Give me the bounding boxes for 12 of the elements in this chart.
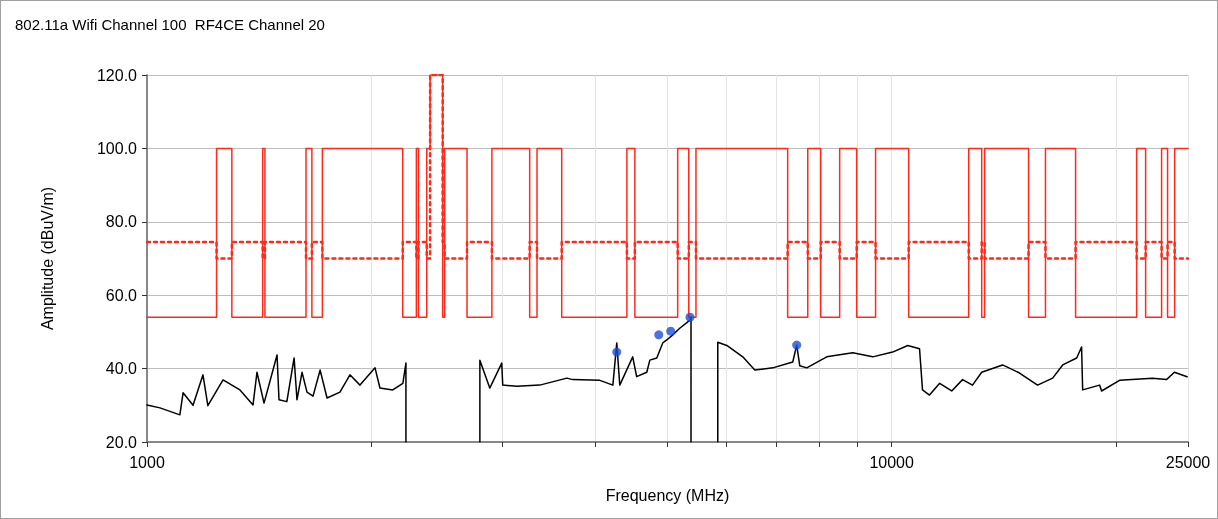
x-tick-label: 10000 (869, 453, 915, 471)
y-tick-label: 100.0 (96, 139, 138, 157)
y-tick-label: 60.0 (105, 286, 138, 304)
x-tick-label: 1000 (129, 453, 165, 471)
y-tick-label: 20.0 (105, 433, 138, 451)
y-tick-label: 40.0 (105, 360, 138, 378)
y-tick-label: 80.0 (105, 213, 138, 231)
chart-title: 802.11a Wifi Channel 100 RF4CE Channel 20 (15, 16, 325, 33)
y-axis-title: Amplitude (dBuV/m) (38, 186, 56, 331)
x-axis-title: Frequency (MHz) (605, 486, 730, 504)
x-tick-label: 25000 (1165, 453, 1211, 471)
y-tick-label: 120.0 (96, 66, 138, 84)
